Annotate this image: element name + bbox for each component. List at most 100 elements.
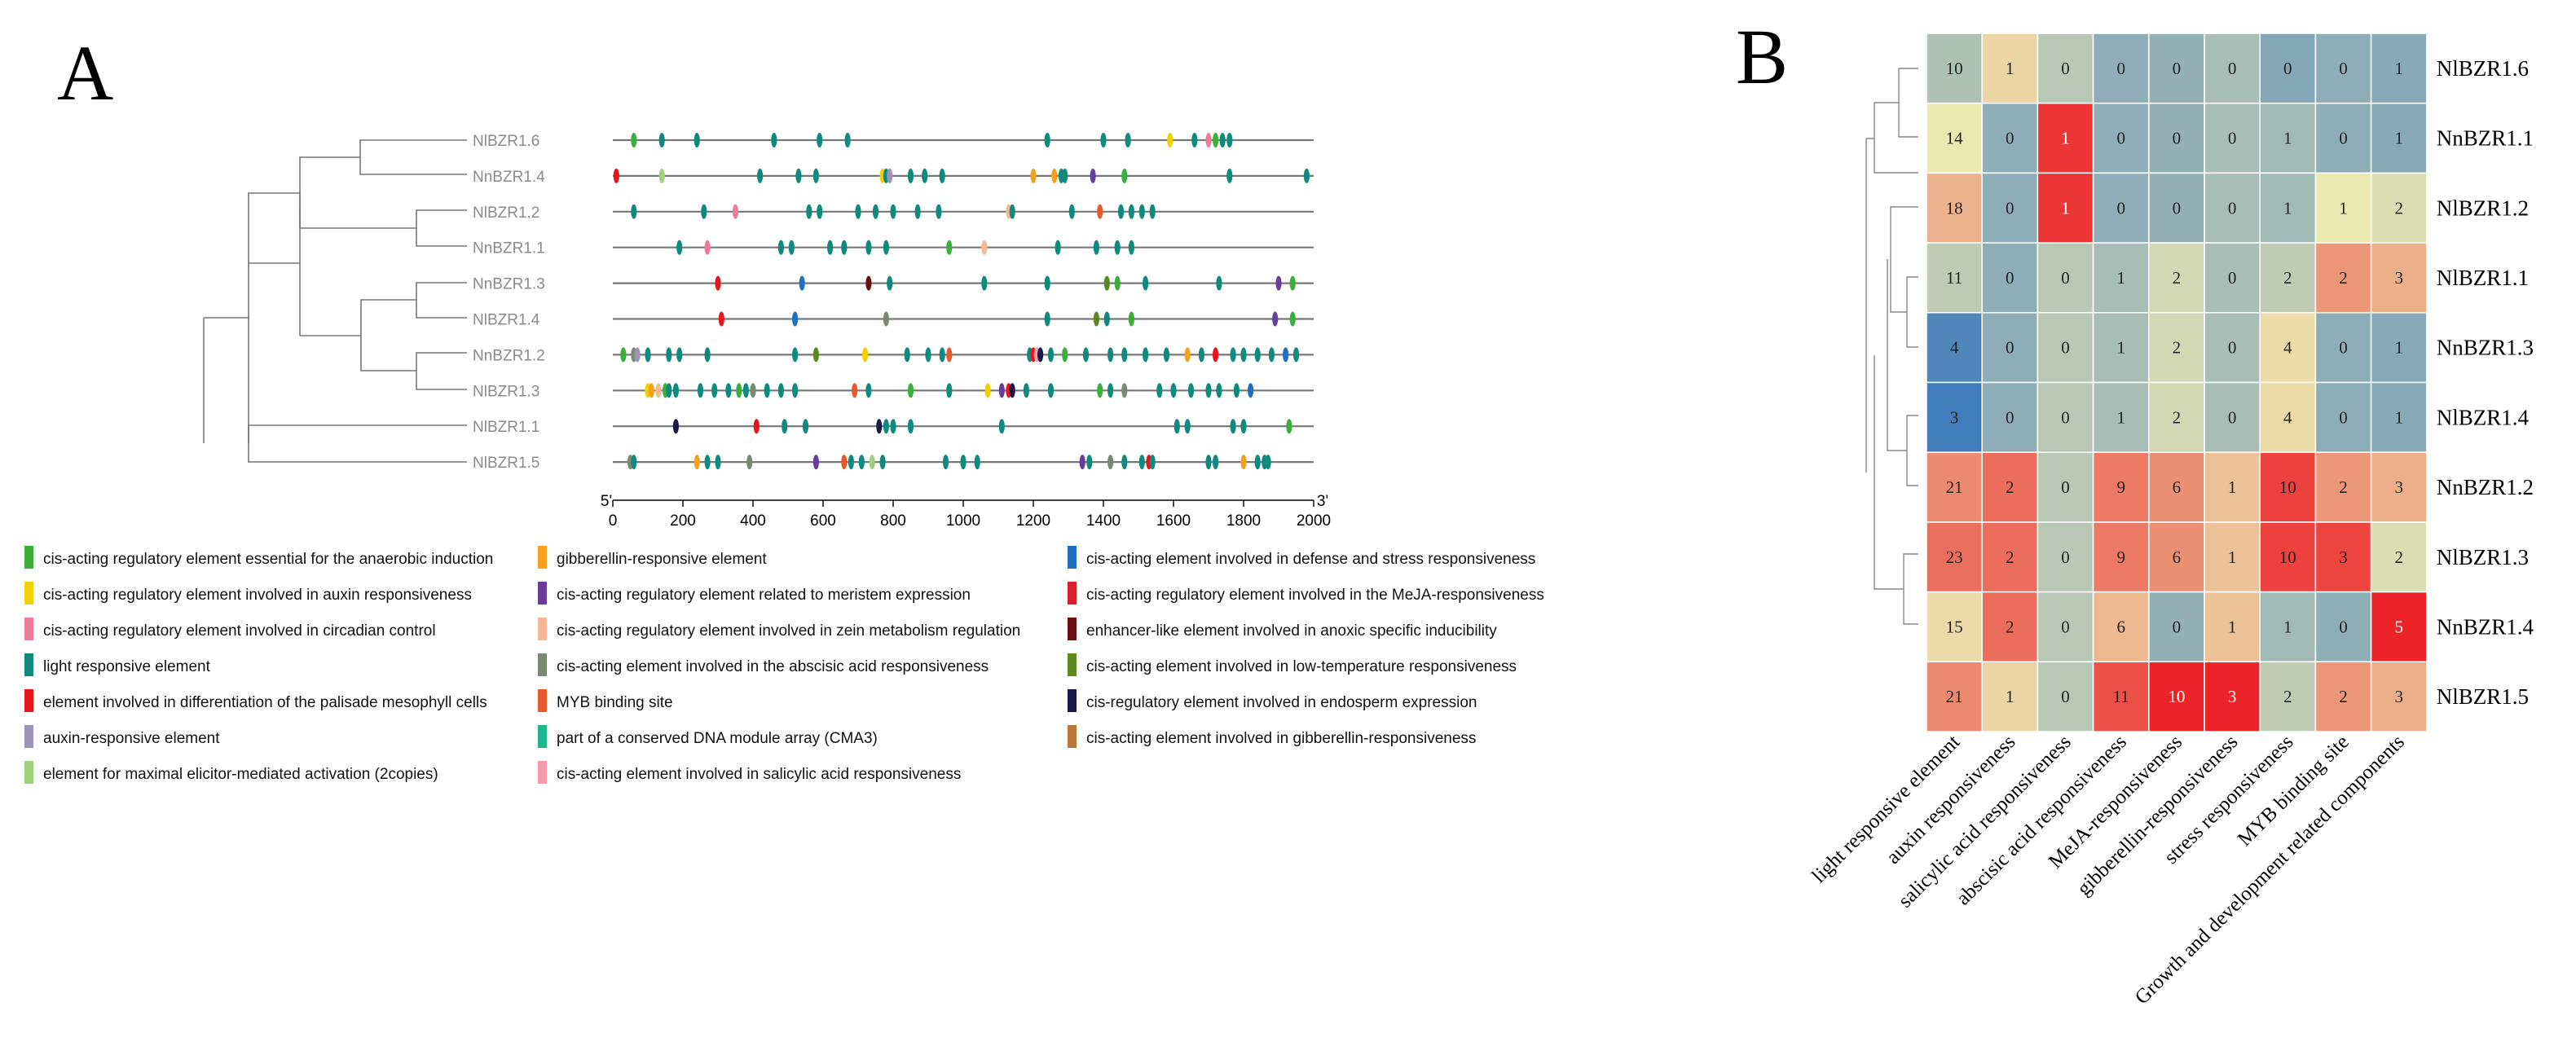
cis-element-marker (1121, 347, 1128, 363)
cis-element-marker (1303, 168, 1310, 183)
cis-element-marker (1062, 168, 1068, 183)
heatmap-cell-value: 0 (2006, 198, 2015, 218)
heatmap-cell-value: 10 (2279, 477, 2296, 497)
cis-element-marker (998, 419, 1005, 434)
three-prime-label: 3' (1317, 493, 1328, 510)
heatmap-cell-value: 6 (2173, 547, 2182, 567)
heatmap-cell (2259, 172, 2317, 244)
legend-label: MYB binding site (557, 694, 673, 711)
heatmap-cell-value: 1 (2394, 59, 2403, 78)
legend-swatch (24, 689, 33, 712)
heatmap-row-label: NnBZR1.3 (2437, 336, 2534, 360)
heatmap-cell (2092, 33, 2150, 104)
x-tick-label: 1200 (1016, 512, 1050, 530)
heatmap-cell-value: 0 (2228, 59, 2237, 78)
cis-element-marker (872, 204, 879, 219)
cis-element-marker (742, 383, 750, 398)
cis-element-marker (1055, 240, 1061, 255)
cis-element-marker (1205, 455, 1212, 470)
cis-element-marker (890, 419, 896, 434)
heatmap-cell-value: 5 (2394, 617, 2403, 636)
heatmap-row-label: NnBZR1.1 (2437, 126, 2534, 151)
heatmap-cell-value: 3 (2394, 477, 2403, 497)
cis-element-marker (862, 347, 869, 363)
heatmap-cell (1926, 102, 1983, 174)
cis-element-marker (1044, 275, 1050, 291)
cis-element-marker (946, 383, 953, 398)
cis-element-marker (1107, 455, 1114, 470)
heatmap-cell-value: 0 (2061, 407, 2070, 427)
legend-a: cis-acting regulatory element essential … (24, 546, 1544, 784)
cis-element-marker (1121, 383, 1128, 398)
cis-element-marker (936, 204, 942, 219)
cis-element-marker (1037, 347, 1044, 363)
cis-element-marker (1205, 133, 1212, 147)
cis-element-marker (792, 311, 799, 327)
legend-swatch (538, 582, 547, 605)
cis-element-marker (746, 455, 753, 470)
cis-element-marker (1100, 133, 1107, 147)
heatmap-cell-value: 2 (2006, 617, 2015, 636)
cis-element-marker (946, 240, 953, 255)
cis-element-marker (1121, 455, 1128, 470)
legend-swatch (538, 689, 547, 712)
legend-label: cis-regulatory element involved in endos… (1086, 694, 1477, 711)
legend-swatch (1068, 582, 1077, 605)
heatmap-cell (2148, 312, 2205, 384)
heatmap-cell-value: 2 (2339, 268, 2348, 288)
heatmap-cell-value: 1 (2394, 338, 2403, 358)
cis-element-marker (855, 204, 861, 219)
heatmap-cell (2148, 381, 2205, 453)
heatmap-cell (2037, 102, 2094, 174)
cis-element-marker (1219, 133, 1226, 147)
cis-element-marker (753, 419, 760, 434)
heatmap-cell-value: 1 (2228, 617, 2237, 636)
heatmap-cell-value: 1 (2116, 338, 2125, 358)
heatmap-cell-value: 0 (2228, 407, 2237, 427)
cis-element-marker (1240, 419, 1247, 434)
gene-label-NlBZR1.2: NlBZR1.2 (473, 204, 539, 222)
heatmap-cell-value: 11 (2113, 687, 2129, 706)
legend-swatch (538, 761, 547, 784)
legend-label: cis-acting regulatory element related to… (557, 587, 971, 604)
gene-label-NlBZR1.3: NlBZR1.3 (473, 383, 539, 400)
cis-element-marker (1143, 275, 1149, 291)
cis-element-marker (1079, 455, 1085, 470)
heatmap-cell (2370, 312, 2428, 384)
cis-element-marker (1128, 204, 1134, 219)
heatmap-row-dendrogram (1865, 68, 1918, 625)
cis-element-marker (939, 347, 945, 363)
heatmap-cell (2259, 521, 2317, 593)
heatmap-cell-value: 1 (2394, 129, 2403, 148)
heatmap-cell-value: 2 (2173, 338, 2182, 358)
cis-element-marker (852, 383, 858, 398)
heatmap-cell (2204, 381, 2261, 453)
x-tick-label: 800 (880, 512, 906, 530)
heatmap-cell (2037, 242, 2094, 314)
heatmap-cell-value: 1 (2283, 198, 2292, 218)
heatmap-cell-value: 21 (1946, 687, 1963, 706)
cis-element-marker (704, 455, 711, 470)
cis-element-marker (1107, 347, 1114, 363)
cis-element-marker (736, 383, 742, 398)
heatmap-cell (2092, 451, 2150, 523)
cis-element-marker (1023, 383, 1029, 398)
cis-element-marker (887, 168, 893, 183)
heatmap-cell (2314, 33, 2372, 104)
heatmap-cell (2314, 661, 2372, 732)
legend-label: element for maximal elicitor-mediated ac… (43, 766, 438, 783)
heatmap-cell-value: 9 (2116, 477, 2125, 497)
heatmap-cell (2259, 242, 2317, 314)
cis-element-marker (907, 383, 914, 398)
heatmap-cell (1981, 33, 2039, 104)
legend-swatch (538, 618, 547, 640)
legend-swatch (24, 761, 33, 784)
cis-element-marker (655, 383, 662, 398)
heatmap-cell-value: 10 (1946, 59, 1963, 78)
heatmap-row-label: NlBZR1.5 (2437, 684, 2529, 709)
heatmap-cell-value: 1 (2116, 407, 2125, 427)
cis-element-marker (1114, 275, 1121, 291)
x-tick-label: 1800 (1226, 512, 1261, 530)
cis-element-marker (998, 383, 1005, 398)
legend-swatch (1068, 689, 1077, 712)
